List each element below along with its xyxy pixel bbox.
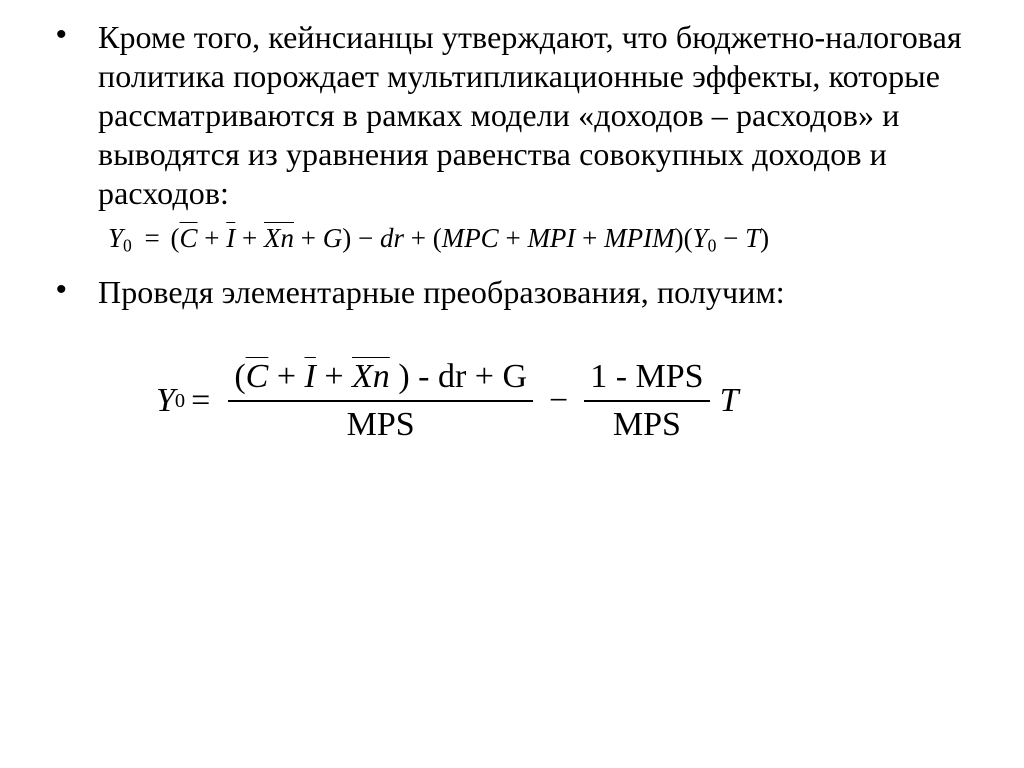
eq1-p1: + [198,223,227,253]
eq1-open: ( [171,223,180,253]
eq2-f1-p2: + [316,358,352,395]
equation-1: Y0 = (C + I + Xn + G) − dr + (MPC + MPI … [108,223,984,256]
eq2-f1-rest: - dr + G [410,358,527,395]
eq1-close2: )( [675,223,693,253]
eq1-eq: = [145,223,160,253]
eq2-frac1-den: MPS [341,404,421,447]
eq1-g: G [323,223,343,253]
eq1-mpi: MPI [527,223,575,253]
eq2-frac-1: (C + I + Xn ) - dr + G MPS [228,356,533,447]
eq2-f1-open: ( [234,358,245,395]
eq2-f1-p1: + [268,358,304,395]
eq2-f1-ibar: I [305,358,316,395]
eq1-minust: − [716,223,745,253]
eq1-close3: ) [760,223,769,253]
eq2-minus: − [549,382,568,420]
eq1-t: T [745,223,760,253]
slide: Кроме того, кейнсианцы утверждают, что б… [0,0,1024,768]
eq1-p6: + [575,223,604,253]
bullet-item-2: Проведя элементарные преобразования, пол… [40,273,984,312]
bullet-1-text: Кроме того, кейнсианцы утверждают, что б… [98,18,984,213]
eq2-frac2-bar [584,400,709,402]
eq1-mpim: MPIM [604,223,674,253]
eq2-f1-close: ) [390,358,410,395]
eq1-p4: + ( [404,223,442,253]
eq1-p2: + [235,223,264,253]
eq1-xnbar: Xn [264,223,294,253]
eq2-f1-cbar: C [246,358,269,395]
equation-2: Y0 = (C + I + Xn ) - dr + G MPS − 1 - MP… [156,356,984,447]
eq1-y0: Y [693,223,708,253]
eq1-p3: + [294,223,323,253]
eq1-ibar: I [226,223,235,253]
eq2-f1-xnbar: Xn [352,358,390,395]
eq1-lhs-sub: 0 [123,236,132,256]
eq2-frac1-num: (C + I + Xn ) - dr + G [228,356,533,399]
eq2-frac1-bar [228,400,533,402]
eq1-p5: + [499,223,528,253]
eq2-frac2-num: 1 - MPS [584,356,709,399]
eq1-mpc: MPC [442,223,499,253]
eq1-dr: dr [380,223,404,253]
eq2-frac2-den: MPS [607,404,687,447]
eq1-cbar: C [180,223,198,253]
eq2-t: T [720,382,739,420]
eq1-close-minus: ) − [342,223,380,253]
bullet-list: Кроме того, кейнсианцы утверждают, что б… [40,18,984,312]
eq2-frac-2: 1 - MPS MPS [584,356,709,447]
eq2-lhs-var: Y [156,382,175,420]
eq1-lhs-var: Y [108,223,123,253]
eq2-lhs-sub: 0 [175,390,185,413]
bullet-item-1: Кроме того, кейнсианцы утверждают, что б… [40,18,984,257]
eq2-eq: = [191,382,210,420]
bullet-2-text: Проведя элементарные преобразования, пол… [98,273,984,312]
